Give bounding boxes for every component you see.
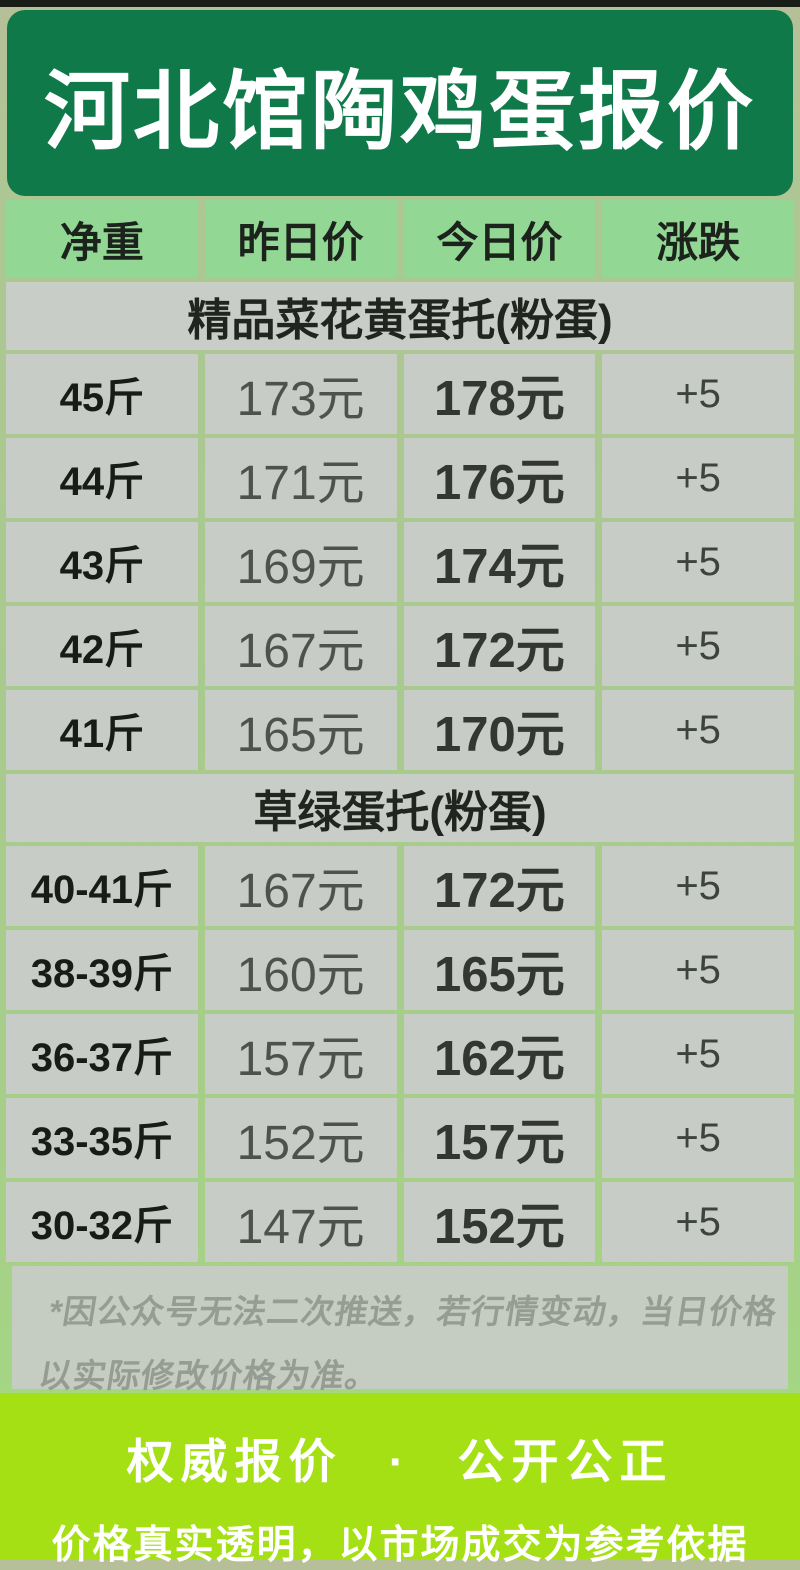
cell-weight: 38-39斤 <box>6 930 198 1010</box>
cell-weight: 30-32斤 <box>6 1182 198 1262</box>
disclaimer-text: *因公众号无法二次推送，若行情变动，当日价格以实际修改价格为准。 <box>36 1293 781 1395</box>
cell-weight: 33-35斤 <box>6 1098 198 1178</box>
footer-banner: 权威报价 · 公开公正 价格真实透明，以市场成交为参考依据 <box>0 1393 800 1567</box>
cell-weight: 43斤 <box>6 522 198 602</box>
cell-weight: 41斤 <box>6 690 198 770</box>
disclaimer-note: *因公众号无法二次推送，若行情变动，当日价格以实际修改价格为准。 <box>12 1266 788 1394</box>
cell-today-price: 172元 <box>403 606 596 686</box>
table-row: 30-32斤 147元 152元 +5 <box>6 1182 794 1262</box>
footer-slogan-primary: 权威报价 · 公开公正 <box>126 1435 674 1488</box>
table-row: 41斤 165元 170元 +5 <box>6 690 794 770</box>
title-banner: 河北馆陶鸡蛋报价 <box>7 10 793 196</box>
cell-today-price: 178元 <box>403 354 596 434</box>
price-table: 净重 昨日价 今日价 涨跌 精品菜花黄蛋托(粉蛋) 45斤 173元 178元 … <box>0 196 800 1394</box>
cell-change: +5 <box>602 930 794 1010</box>
cell-change: +5 <box>602 690 794 770</box>
cell-weight: 44斤 <box>6 438 198 518</box>
cell-weight: 45斤 <box>6 354 198 434</box>
column-header-change: 涨跌 <box>602 200 794 278</box>
table-row: 33-35斤 152元 157元 +5 <box>6 1098 794 1178</box>
cell-change: +5 <box>602 438 794 518</box>
cell-yesterday-price: 171元 <box>204 438 397 518</box>
section-header-premium-cauliflower-yellow-tray: 精品菜花黄蛋托(粉蛋) <box>6 282 794 350</box>
table-row: 36-37斤 157元 162元 +5 <box>6 1014 794 1094</box>
column-header-weight: 净重 <box>6 200 198 278</box>
cell-yesterday-price: 165元 <box>204 690 397 770</box>
column-header-yesterday-price: 昨日价 <box>204 200 397 278</box>
cell-change: +5 <box>602 522 794 602</box>
table-row: 40-41斤 167元 172元 +5 <box>6 846 794 926</box>
top-border <box>0 0 800 7</box>
cell-change: +5 <box>602 606 794 686</box>
cell-change: +5 <box>602 1098 794 1178</box>
table-row: 45斤 173元 178元 +5 <box>6 354 794 434</box>
section-header-grass-green-tray: 草绿蛋托(粉蛋) <box>6 774 794 842</box>
cell-yesterday-price: 167元 <box>204 846 397 926</box>
cell-yesterday-price: 169元 <box>204 522 397 602</box>
cell-yesterday-price: 157元 <box>204 1014 397 1094</box>
footer-slogan-secondary: 价格真实透明，以市场成交为参考依据 <box>51 1524 749 1567</box>
column-header-row: 净重 昨日价 今日价 涨跌 <box>6 200 794 278</box>
cell-weight: 42斤 <box>6 606 198 686</box>
cell-yesterday-price: 167元 <box>204 606 397 686</box>
table-row: 43斤 169元 174元 +5 <box>6 522 794 602</box>
cell-change: +5 <box>602 1182 794 1262</box>
cell-today-price: 176元 <box>403 438 596 518</box>
cell-today-price: 170元 <box>403 690 596 770</box>
cell-today-price: 172元 <box>403 846 596 926</box>
cell-today-price: 174元 <box>403 522 596 602</box>
table-row: 42斤 167元 172元 +5 <box>6 606 794 686</box>
page-title: 河北馆陶鸡蛋报价 <box>44 63 756 160</box>
cell-change: +5 <box>602 354 794 434</box>
cell-today-price: 157元 <box>403 1098 596 1178</box>
cell-weight: 40-41斤 <box>6 846 198 926</box>
column-header-today-price: 今日价 <box>403 200 596 278</box>
cell-change: +5 <box>602 1014 794 1094</box>
cell-today-price: 152元 <box>403 1182 596 1262</box>
cell-weight: 36-37斤 <box>6 1014 198 1094</box>
cell-today-price: 165元 <box>403 930 596 1010</box>
cell-yesterday-price: 147元 <box>204 1182 397 1262</box>
cell-yesterday-price: 152元 <box>204 1098 397 1178</box>
cell-yesterday-price: 160元 <box>204 930 397 1010</box>
cell-today-price: 162元 <box>403 1014 596 1094</box>
cell-change: +5 <box>602 846 794 926</box>
table-row: 38-39斤 160元 165元 +5 <box>6 930 794 1010</box>
table-row: 44斤 171元 176元 +5 <box>6 438 794 518</box>
cell-yesterday-price: 173元 <box>204 354 397 434</box>
